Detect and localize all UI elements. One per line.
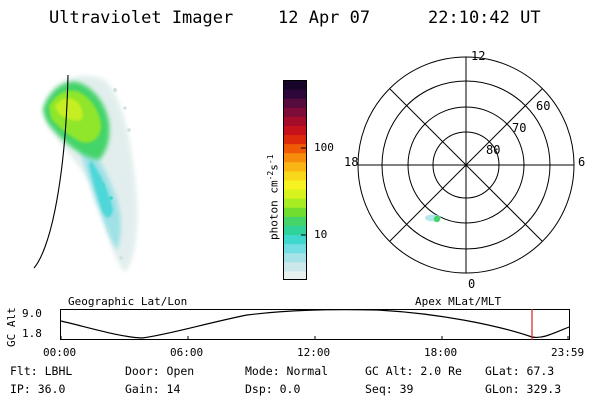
colorbar-stripe [283,261,307,272]
colorbar-stripe [283,134,307,145]
glat-info: GLat: 67.3 [485,364,555,378]
apex-section-title: Apex MLat/MLT [415,295,502,308]
colorbar-stripe [283,89,307,99]
door-info: Door: Open [125,364,195,378]
time-tick-label-2: 12:00 [297,346,331,359]
mlt-label-18: 18 [344,155,358,169]
image-date: 12 Apr 07 [278,8,371,28]
colorbar-unit-label: photon cm-2s-1 [266,154,281,240]
instrument-title: Ultraviolet Imager [49,8,234,28]
mlt-diagonal-2 [389,88,543,242]
colorbar [283,80,307,280]
gc-alt-max-label: 9.0 [22,307,42,320]
colorbar-stripe [283,252,307,263]
filter-info: Flt: LBHL [10,364,73,378]
geographic-image-panel [33,74,138,272]
mlt-label-12: 12 [471,49,485,63]
auroral-emission [43,75,138,272]
colorbar-label-100: 100 [314,141,334,154]
glon-info: GLon: 329.3 [485,382,562,396]
timeline-frame [60,309,570,340]
gain-info: Gain: 14 [125,382,181,396]
colorbar-stripe [283,143,307,154]
polar-emission-spot [433,215,441,223]
colorbar-stripe [283,270,307,280]
colorbar-frame [283,80,307,280]
polar-mlt-plot: 12 18 6 0 60 70 80 [344,49,585,291]
colorbar-stripe [283,216,307,226]
gc-alt-axis-label: GC Alt [5,307,18,347]
time-tick-label-1: 06:00 [170,346,204,359]
seq-info: Seq: 39 [365,382,414,396]
unit-text: photon cm [267,180,281,240]
colorbar-stripe [283,98,307,108]
altitude-curve [60,309,570,339]
colorbar-stripe [283,225,307,236]
colorbar-stripe [283,234,307,245]
mlt-label-6: 6 [578,155,585,169]
lat-label-60: 60 [536,99,550,113]
image-time: 22:10:42 UT [428,8,541,28]
gc-alt-info: GC Alt: 2.0 Re [365,364,462,378]
colorbar-stripe [283,189,307,199]
colorbar-stripe [283,170,307,181]
mode-info: Mode: Normal [245,364,329,378]
colorbar-stripe [283,80,307,90]
dsp-info: Dsp: 0.0 [245,382,301,396]
colorbar-stripe [283,125,307,136]
altitude-timeline [60,309,570,340]
unit-seconds: s [267,164,281,171]
unit-exponent-cm: -2 [266,170,275,181]
time-tick-label-3: 18:00 [424,346,458,359]
colorbar-label-10: 10 [314,228,328,241]
mlt-label-0: 0 [468,277,475,291]
time-tick-label-4: 23:59 [551,346,585,359]
ip-info: IP: 36.0 [10,382,66,396]
colorbar-stripe [283,116,307,126]
colorbar-stripe [283,180,307,190]
geographic-section-title: Geographic Lat/Lon [68,295,188,308]
lat-label-80: 80 [486,143,500,157]
colorbar-stripe [283,198,307,208]
colorbar-stripe [283,107,307,117]
limb-line [33,74,69,269]
colorbar-stripe [283,207,307,217]
time-tick-label-0: 00:00 [43,346,77,359]
unit-exponent-s: -1 [266,154,275,165]
colorbar-stripe [283,243,307,254]
gc-alt-min-label: 1.8 [22,327,42,340]
colorbar-stripe [283,152,307,163]
colorbar-stripe [283,161,307,172]
lat-label-70: 70 [512,121,526,135]
